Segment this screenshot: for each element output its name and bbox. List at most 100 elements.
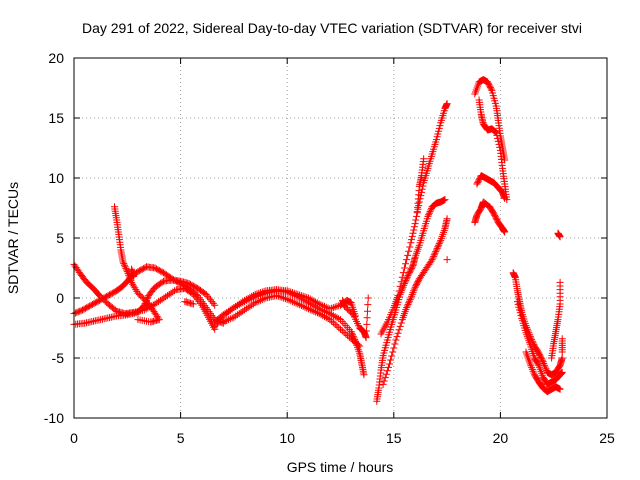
- data-point: [246, 302, 254, 310]
- data-point: [501, 228, 509, 236]
- data-point: [287, 288, 295, 296]
- data-point: [285, 296, 293, 304]
- data-point: [338, 327, 346, 335]
- data-point: [335, 324, 343, 332]
- data-point: [405, 297, 413, 305]
- data-point: [395, 287, 403, 295]
- axis-ticks: 0 5 10 15 20 25 -10 -5 0 5 10 15 20: [44, 50, 615, 446]
- y-tick-label: -5: [52, 350, 65, 366]
- data-point: [396, 282, 404, 290]
- data-point: [415, 198, 423, 206]
- data-point: [103, 292, 111, 300]
- data-point: [433, 244, 441, 252]
- data-point: [391, 340, 399, 348]
- data-point: [317, 301, 325, 309]
- data-point: [239, 307, 247, 315]
- data-point: [322, 303, 330, 311]
- data-point: [329, 312, 337, 320]
- data-point: [434, 243, 442, 251]
- data-point: [412, 216, 420, 224]
- data-point: [436, 238, 444, 246]
- data-point: [233, 301, 241, 309]
- data-point: [306, 306, 314, 314]
- data-point: [130, 272, 138, 280]
- data-point: [399, 269, 407, 277]
- data-point: [101, 293, 109, 301]
- data-point: [310, 297, 318, 305]
- data-point: [400, 264, 408, 272]
- data-point: [328, 304, 336, 312]
- data-point: [363, 320, 371, 328]
- data-point: [425, 211, 433, 219]
- data-point: [294, 300, 302, 308]
- data-point: [321, 313, 329, 321]
- y-tick-label: 0: [56, 290, 64, 306]
- data-point: [169, 288, 177, 296]
- data-point: [255, 297, 263, 305]
- data-point: [528, 365, 536, 373]
- data-point: [335, 315, 343, 323]
- data-point: [362, 334, 370, 342]
- data-point: [107, 290, 115, 298]
- data-point: [273, 292, 281, 300]
- data-point: [98, 295, 106, 303]
- data-point: [165, 290, 173, 298]
- data-point: [331, 303, 339, 311]
- data-point: [529, 367, 537, 375]
- data-point: [228, 314, 236, 322]
- y-tick-label: 10: [48, 170, 64, 186]
- data-point: [137, 266, 145, 274]
- data-point: [495, 140, 503, 148]
- data-point: [235, 300, 243, 308]
- data-point: [420, 155, 428, 163]
- data-point: [192, 284, 200, 292]
- data-point: [432, 248, 440, 256]
- data-point: [406, 243, 414, 251]
- data-point: [122, 264, 130, 272]
- data-point: [249, 300, 257, 308]
- data-point: [155, 266, 163, 274]
- data-point: [91, 299, 99, 307]
- data-point: [556, 278, 564, 286]
- data-point: [394, 329, 402, 337]
- data-point: [230, 313, 238, 321]
- data-point: [425, 209, 433, 217]
- data-point: [289, 289, 297, 297]
- data-point: [110, 288, 118, 296]
- data-point: [364, 307, 372, 315]
- data-point: [283, 287, 291, 295]
- data-point: [86, 302, 94, 310]
- data-point: [81, 304, 89, 312]
- data-point: [94, 297, 102, 305]
- data-point: [303, 304, 311, 312]
- data-point: [221, 317, 229, 325]
- data-point: [415, 276, 423, 284]
- data-point: [280, 294, 288, 302]
- data-point: [88, 300, 96, 308]
- data-point: [242, 295, 250, 303]
- data-point: [87, 301, 95, 309]
- data-point: [360, 371, 368, 379]
- data-point: [407, 239, 415, 247]
- data-point: [128, 278, 136, 286]
- x-tick-label: 15: [386, 430, 402, 446]
- data-point: [108, 289, 116, 297]
- data-point: [501, 194, 509, 202]
- data-point: [246, 293, 254, 301]
- data-point: [228, 305, 236, 313]
- data-point: [558, 348, 566, 356]
- data-point: [407, 294, 415, 302]
- data-point: [202, 290, 210, 298]
- data-point: [239, 298, 247, 306]
- data-point: [328, 317, 336, 325]
- data-point: [134, 316, 142, 324]
- data-point: [406, 296, 414, 304]
- data-point: [306, 295, 314, 303]
- data-point: [319, 312, 327, 320]
- data-point: [248, 292, 256, 300]
- data-point: [248, 301, 256, 309]
- data-point: [294, 290, 302, 298]
- data-point: [411, 220, 419, 228]
- data-point: [384, 363, 392, 371]
- data-point: [364, 294, 372, 302]
